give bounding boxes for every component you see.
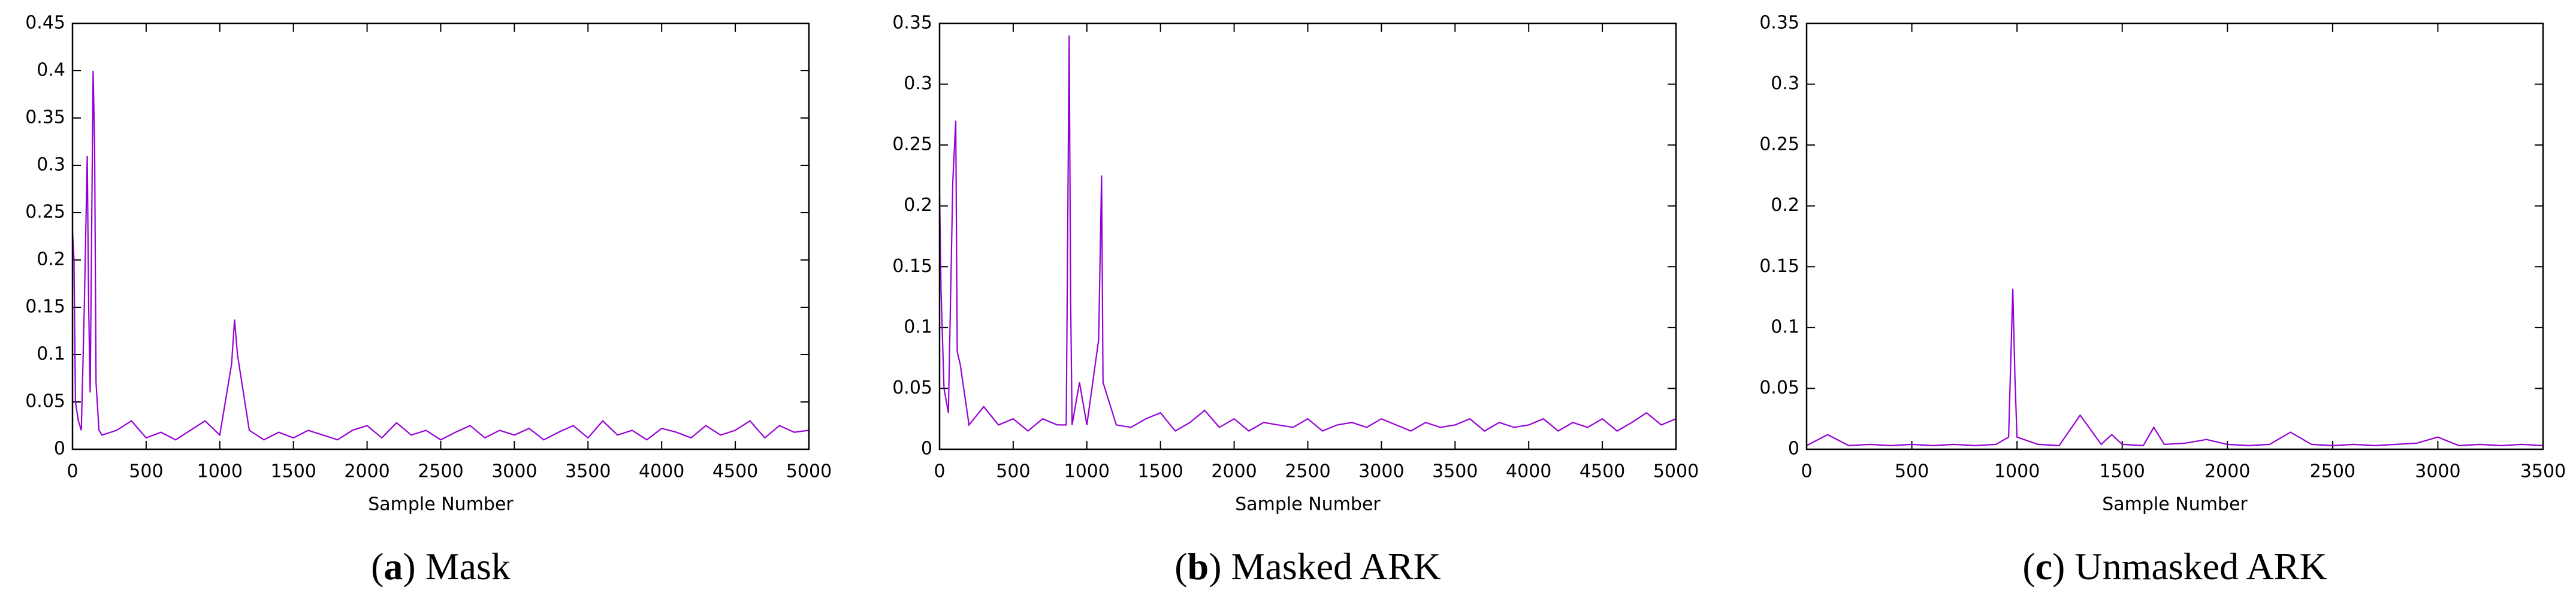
x-tick-label: 3000 [491,461,537,482]
x-tick-label: 2000 [344,461,389,482]
x-tick-label: 1000 [197,461,243,482]
plot-frame [1805,22,2544,450]
caption: (c) Unmasked ARK [2022,545,2327,588]
y-tick-label: 0 [54,438,65,459]
y-tick-label: 0.15 [25,297,65,317]
x-tick-label: 500 [129,461,163,482]
x-tick-label: 1000 [1994,461,2040,482]
y-tick-label: 0.15 [892,256,932,277]
y-tick-label: 0.05 [25,391,65,412]
y-tick-label: 0.35 [25,107,65,128]
x-tick-label: 0 [1801,461,1812,482]
x-axis-label: Sample Number [368,494,514,515]
x-tick-label: 3500 [1432,461,1478,482]
y-tick-label: 0.3 [904,73,932,94]
y-tick-label: 0.45 [25,13,65,34]
x-tick-label: 3500 [2520,461,2566,482]
x-axis-label: Sample Number [2102,494,2248,515]
y-tick-label: 0.05 [1759,377,1799,398]
y-tick-label: 0.15 [1759,256,1799,277]
x-tick-label: 4000 [1506,461,1551,482]
x-tick-label: 1000 [1064,461,1110,482]
data-line [938,35,1677,432]
x-tick-label: 2000 [2204,461,2250,482]
x-tick-label: 2000 [1211,461,1257,482]
y-tick-label: 0.3 [1771,73,1799,94]
caption-part: b [1188,545,1209,588]
x-tick-label: 0 [67,461,78,482]
y-tick-label: 0.35 [892,13,932,34]
x-tick-label: 3000 [1358,461,1404,482]
caption-part: ( [1174,545,1187,588]
x-tick-label: 5000 [1653,461,1699,482]
x-tick-label: 4500 [712,461,758,482]
caption-part: a [383,545,403,588]
y-tick-label: 0.3 [37,155,65,176]
x-tick-label: 4000 [639,461,684,482]
x-tick-label: 2500 [418,461,463,482]
y-tick-label: 0 [1788,438,1799,459]
caption-part: ) Mask [403,545,511,588]
caption-part: c [2036,545,2052,588]
caption: (b) Masked ARK [1174,545,1440,588]
caption-part: ) Unmasked ARK [2052,545,2327,588]
data-line [71,70,810,441]
x-tick-label: 500 [996,461,1030,482]
x-tick-label: 3000 [2415,461,2460,482]
x-tick-label: 0 [934,461,945,482]
y-tick-label: 0.1 [904,316,932,337]
y-tick-label: 0.2 [904,195,932,216]
y-tick-label: 0.05 [892,377,932,398]
y-tick-label: 0.1 [37,344,65,365]
y-tick-label: 0.25 [25,202,65,223]
x-tick-label: 500 [1895,461,1929,482]
y-tick-label: 0.35 [1759,13,1799,34]
plot-frame [938,22,1677,450]
y-tick-label: 0.25 [892,134,932,155]
x-tick-label: 2500 [1285,461,1330,482]
x-tick-label: 2500 [2310,461,2355,482]
y-tick-label: 0.2 [1771,195,1799,216]
caption-part: ( [371,545,383,588]
x-tick-label: 3500 [565,461,611,482]
data-line [1806,288,2544,447]
x-tick-label: 5000 [786,461,832,482]
y-tick-label: 0 [921,438,932,459]
x-tick-label: 4500 [1580,461,1625,482]
y-tick-label: 0.1 [1771,316,1799,337]
caption-part: ( [2022,545,2035,588]
x-tick-label: 1500 [2100,461,2145,482]
caption-part: ) Masked ARK [1209,545,1441,588]
x-tick-label: 1500 [1138,461,1183,482]
y-tick-label: 0.25 [1759,134,1799,155]
x-axis-label: Sample Number [1235,494,1381,515]
y-tick-label: 0.2 [37,249,65,270]
caption: (a) Mask [371,545,511,588]
plot-frame [71,22,810,450]
x-tick-label: 1500 [271,461,316,482]
y-tick-label: 0.4 [37,60,65,81]
